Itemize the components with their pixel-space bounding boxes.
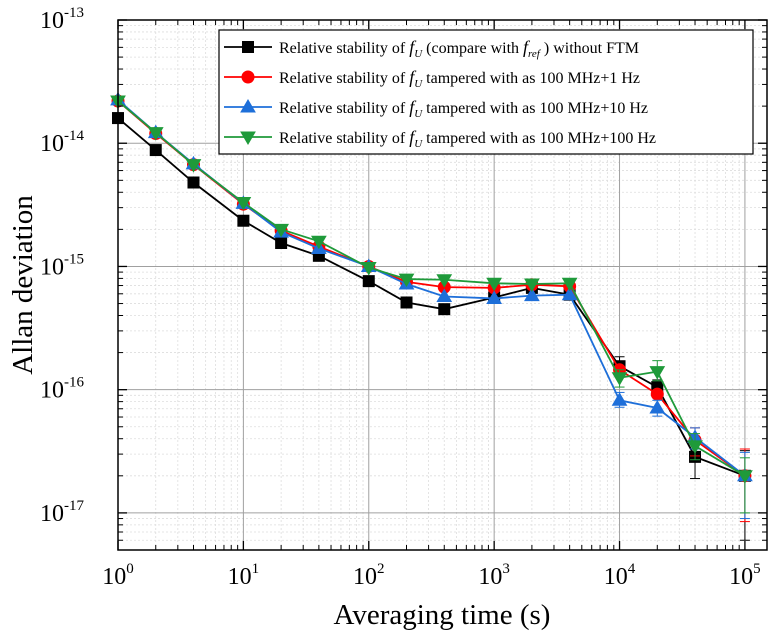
legend-entry-2: Relative stability of fU tampered with a… — [224, 67, 640, 90]
y-tick-label: 10-13 — [40, 5, 84, 34]
data-point — [185, 159, 202, 173]
data-point — [400, 296, 413, 309]
x-tick-label: 105 — [729, 561, 761, 590]
data-point — [273, 223, 289, 238]
data-point — [147, 127, 164, 141]
legend-label: Relative stability of fU tampered with a… — [279, 67, 640, 90]
data-point — [311, 235, 327, 250]
data-point — [360, 262, 377, 276]
data-point — [561, 277, 578, 292]
x-tick-label: 104 — [604, 561, 636, 590]
x-tick-label: 101 — [228, 561, 260, 590]
data-point — [611, 392, 628, 406]
data-point — [524, 278, 540, 293]
y-tick-label: 10-16 — [40, 375, 84, 404]
data-point — [235, 197, 252, 211]
data-point — [275, 236, 288, 249]
series-line — [117, 100, 746, 477]
x-tick-label: 102 — [353, 561, 385, 590]
x-tick-label: 103 — [478, 561, 510, 590]
legend-marker — [240, 131, 256, 145]
data-point — [436, 274, 453, 288]
legend-entry-3: Relative stability of fU tampered with a… — [224, 97, 648, 120]
data-point — [398, 273, 415, 288]
data-point — [486, 277, 503, 292]
legend-label: Relative stability of fU tampered with a… — [279, 127, 656, 150]
series-line — [117, 117, 746, 477]
data-point — [237, 214, 250, 227]
plot-frame — [117, 19, 768, 551]
y-tick-label: 10-14 — [40, 128, 84, 157]
x-axis-title: Averaging time (s) — [334, 599, 551, 631]
x-tick-labels: 100 101 102 103 104 105 — [102, 561, 760, 590]
y-tick-labels: 10-17 10-16 10-15 10-14 10-13 — [40, 5, 84, 527]
legend-marker — [240, 99, 256, 113]
axis-ticks — [117, 19, 767, 551]
x-tick-label: 100 — [102, 561, 134, 590]
legend-marker — [242, 41, 254, 53]
legend-marker — [241, 70, 255, 84]
y-tick-label: 10-17 — [40, 498, 84, 527]
data-point — [149, 144, 162, 157]
legend-box — [218, 29, 754, 155]
y-tick-label: 10-15 — [40, 251, 84, 280]
data-point — [737, 470, 753, 484]
data-point — [187, 176, 200, 189]
data-point — [524, 287, 540, 302]
legend-entry-4: Relative stability of fU tampered with a… — [224, 127, 656, 150]
legend-label: Relative stability of fU (compare with f… — [279, 37, 639, 60]
data-point — [561, 286, 578, 301]
data-point — [436, 288, 453, 303]
data-point — [650, 387, 664, 401]
data-point — [687, 440, 703, 454]
y-axis-title: Allan deviation — [7, 195, 39, 375]
legend: Relative stability of fU (compare with f… — [218, 29, 754, 155]
legend-label: Relative stability of fU tampered with a… — [279, 97, 648, 120]
series-4 — [110, 95, 753, 514]
data-point — [649, 400, 666, 414]
legend-entry-1: Relative stability of fU (compare with f… — [224, 37, 639, 60]
data-point — [649, 366, 666, 380]
data-point — [362, 275, 375, 288]
data-point — [486, 290, 503, 304]
data-point — [438, 303, 451, 316]
data-point — [611, 372, 628, 386]
